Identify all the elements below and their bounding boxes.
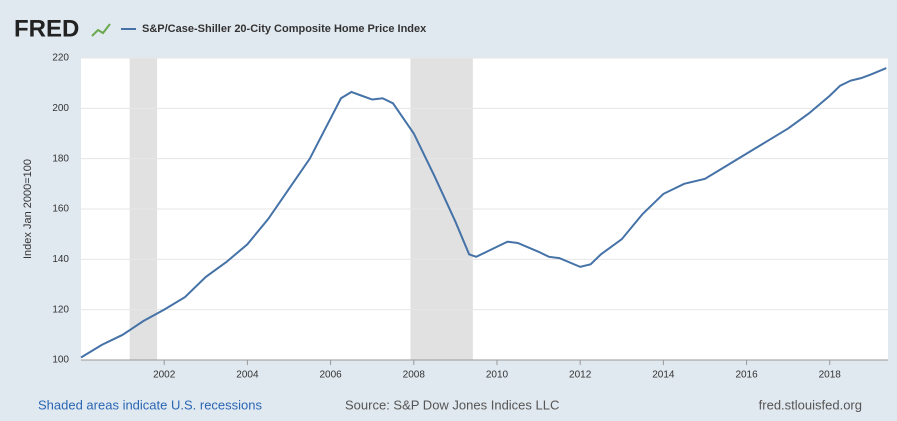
x-tick-label: 2018 xyxy=(819,370,842,381)
data-line xyxy=(80,67,887,359)
x-tick-label: 2010 xyxy=(486,370,509,381)
y-tick-label: 120 xyxy=(52,304,69,315)
x-tick-label: 2004 xyxy=(236,370,259,381)
y-axis-label: Index Jan 2000=100 xyxy=(22,159,34,259)
logo: FRED xyxy=(14,15,79,42)
x-tick-label: 2014 xyxy=(652,370,675,381)
x-tick-label: 2012 xyxy=(569,370,592,381)
x-tick-label: 2008 xyxy=(403,370,426,381)
y-tick-label: 200 xyxy=(52,103,69,114)
recession-note: Shaded areas indicate U.S. recessions xyxy=(38,397,263,412)
x-tick-label: 2002 xyxy=(153,370,176,381)
y-tick-label: 180 xyxy=(52,153,69,164)
site-note: fred.stlouisfed.org xyxy=(759,397,862,412)
logo-icon xyxy=(91,23,111,37)
x-tick-label: 2006 xyxy=(319,370,342,381)
y-tick-label: 140 xyxy=(52,254,69,265)
y-tick-label: 220 xyxy=(52,53,69,64)
source-note: Source: S&P Dow Jones Indices LLC xyxy=(345,397,559,412)
y-tick-label: 160 xyxy=(52,204,69,215)
legend-label: S&P/Case-Shiller 20-City Composite Home … xyxy=(142,23,427,35)
x-tick-label: 2016 xyxy=(735,370,758,381)
y-tick-label: 100 xyxy=(52,355,69,366)
